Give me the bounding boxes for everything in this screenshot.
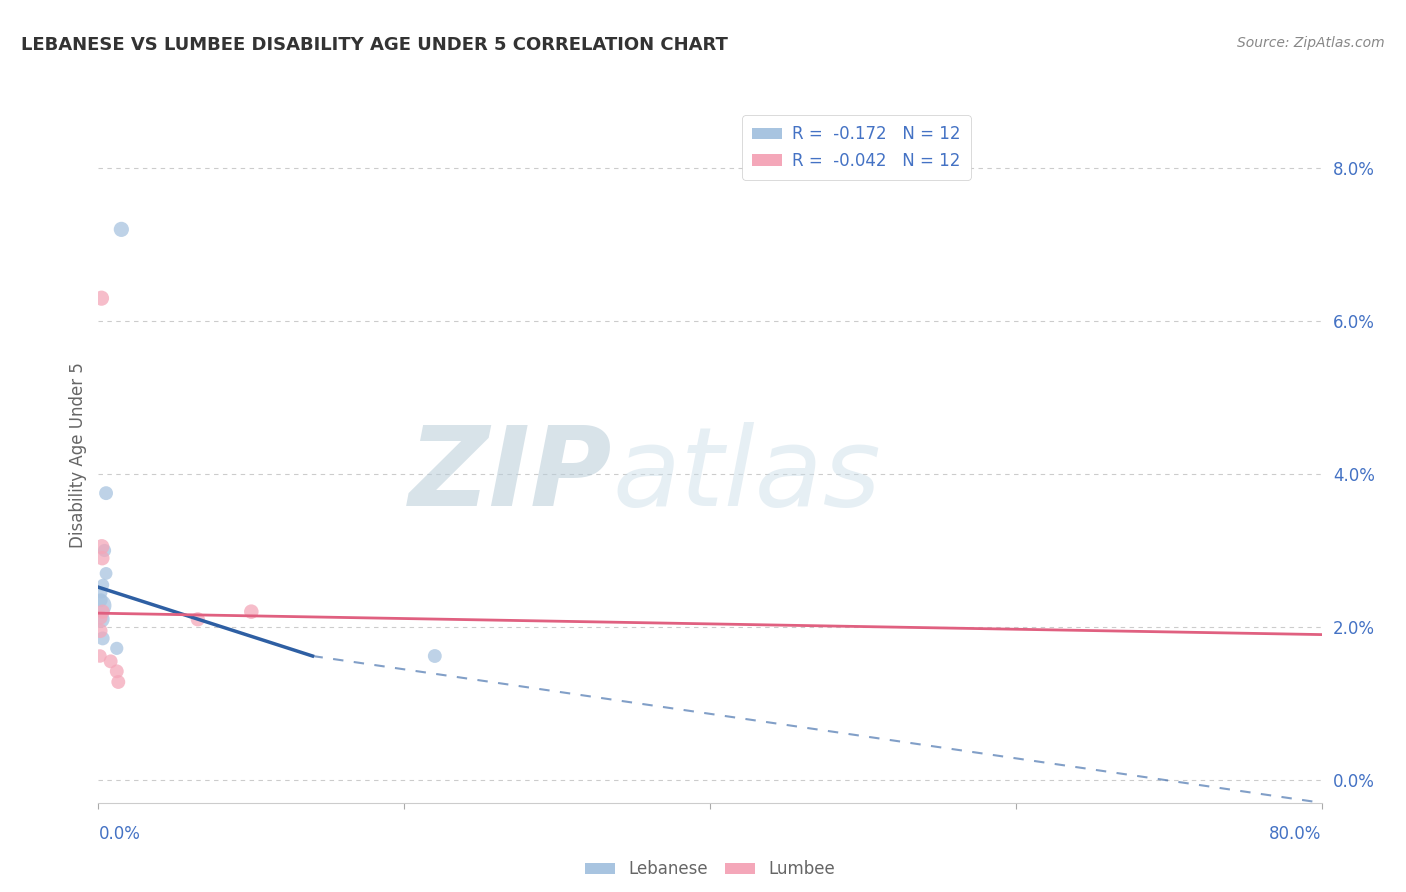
Point [90, 540, 112, 554]
Point [91, 551, 114, 566]
Point [91, 605, 114, 619]
Point [91, 632, 114, 646]
Text: 80.0%: 80.0% [1270, 825, 1322, 843]
Text: atlas: atlas [612, 422, 880, 529]
Point [90, 611, 112, 625]
Legend: Lebanese, Lumbee: Lebanese, Lumbee [578, 854, 842, 885]
Point [89, 624, 111, 638]
Point [90, 291, 112, 305]
Text: Source: ZipAtlas.com: Source: ZipAtlas.com [1237, 36, 1385, 50]
Point [100, 654, 122, 668]
Point [94, 566, 117, 581]
Y-axis label: Disability Age Under 5: Disability Age Under 5 [69, 362, 87, 548]
Point [90, 612, 112, 626]
Point [91, 578, 114, 592]
Point [93, 543, 115, 558]
Point [94, 486, 117, 500]
Point [105, 665, 128, 679]
Point [423, 648, 446, 663]
Text: LEBANESE VS LUMBEE DISABILITY AGE UNDER 5 CORRELATION CHART: LEBANESE VS LUMBEE DISABILITY AGE UNDER … [21, 36, 728, 54]
Point [89, 648, 111, 663]
Point [89, 599, 111, 613]
Point [110, 222, 132, 236]
Point [90, 585, 112, 599]
Point [90, 593, 112, 607]
Point [107, 675, 129, 690]
Point [105, 641, 128, 656]
Point [187, 612, 209, 626]
Text: ZIP: ZIP [409, 422, 612, 529]
Text: 0.0%: 0.0% [98, 825, 141, 843]
Point [240, 605, 263, 619]
